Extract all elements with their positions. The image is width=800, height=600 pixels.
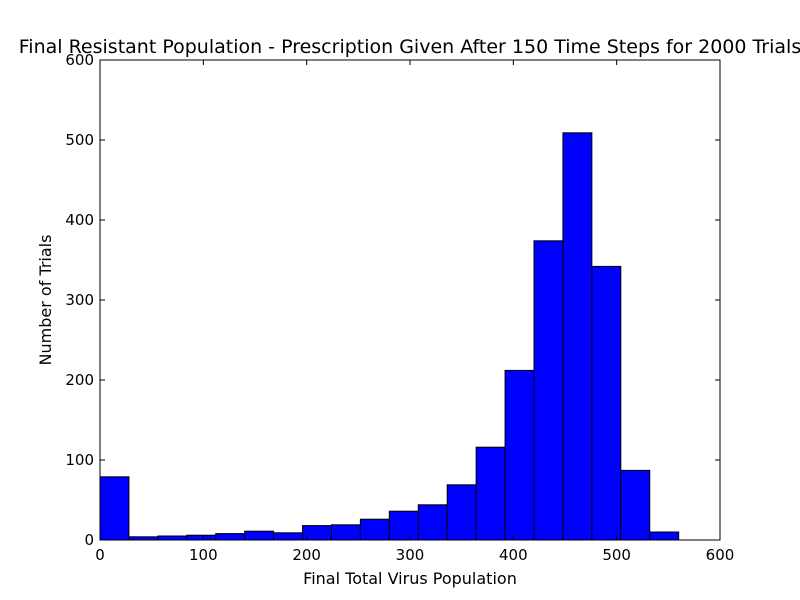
histogram-bar — [620, 469, 651, 541]
histogram-bar — [273, 532, 304, 541]
x-axis-label: Final Total Virus Population — [303, 569, 517, 588]
x-tick-label: 600 — [706, 546, 735, 564]
x-axis-ticks: 0 100 200 300 400 500 600 — [95, 60, 734, 564]
histogram-bar — [446, 484, 477, 541]
histogram-bar — [99, 476, 130, 541]
y-tick-label: 0 — [84, 531, 94, 549]
y-axis-label: Number of Trials — [36, 235, 55, 366]
x-tick-label: 0 — [95, 546, 105, 564]
x-tick-label: 100 — [189, 546, 218, 564]
histogram-bar — [591, 265, 622, 541]
y-tick-label: 100 — [65, 451, 94, 469]
y-tick-label: 200 — [65, 371, 94, 389]
y-tick-label: 400 — [65, 211, 94, 229]
histogram-bars — [99, 132, 680, 541]
histogram-bar — [244, 530, 275, 541]
plot-frame — [99, 59, 721, 541]
y-tick-label: 600 — [65, 51, 94, 69]
histogram-bar — [157, 535, 188, 541]
histogram-bar — [649, 531, 680, 541]
histogram-bar — [359, 518, 390, 541]
y-tick-label: 300 — [65, 291, 94, 309]
x-tick-label: 500 — [602, 546, 631, 564]
histogram-bar — [330, 524, 361, 541]
histogram-bar — [533, 240, 564, 541]
histogram-bar — [417, 504, 448, 541]
y-axis-ticks: 0 100 200 300 400 500 600 — [65, 51, 720, 549]
histogram-bar — [504, 369, 535, 541]
histogram-bar — [562, 132, 593, 541]
x-tick-label: 300 — [396, 546, 425, 564]
y-tick-label: 500 — [65, 131, 94, 149]
histogram-bar — [388, 510, 419, 541]
x-tick-label: 400 — [499, 546, 528, 564]
histogram-bar — [475, 446, 506, 541]
x-tick-label: 200 — [292, 546, 321, 564]
histogram-bar — [215, 533, 246, 541]
histogram-bar — [186, 534, 217, 541]
chart-title: Final Resistant Population - Prescriptio… — [19, 36, 800, 58]
